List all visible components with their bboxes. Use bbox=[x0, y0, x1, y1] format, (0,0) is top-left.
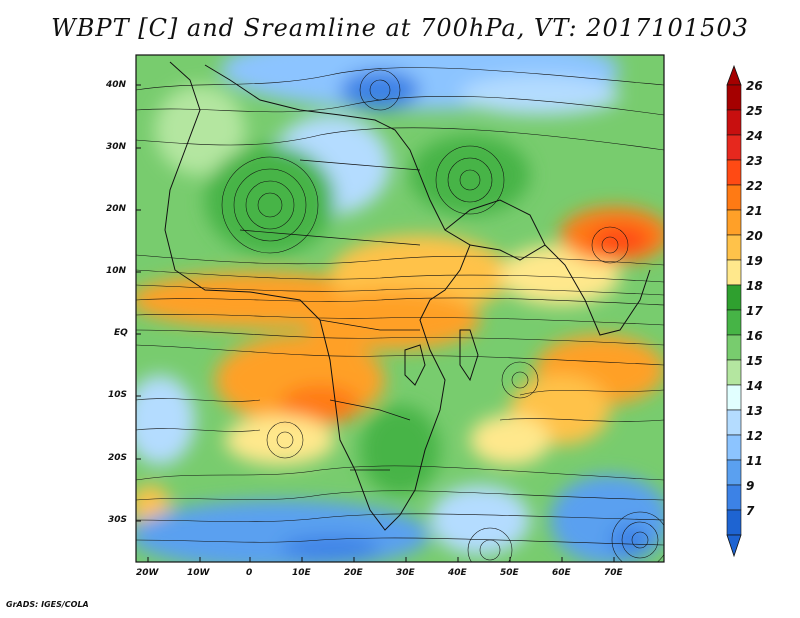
colorbar-label: 18 bbox=[746, 279, 763, 293]
lon-label: 60E bbox=[552, 568, 571, 578]
axis-ticks bbox=[136, 84, 615, 562]
colorbar-box bbox=[726, 209, 742, 236]
colorbar-box bbox=[726, 184, 742, 211]
colorbar-box bbox=[726, 434, 742, 461]
colorbar-label: 11 bbox=[746, 454, 763, 468]
colorbar-top-arrow bbox=[726, 64, 742, 86]
lon-label: 20W bbox=[136, 568, 159, 578]
colorbar-label: 26 bbox=[746, 79, 763, 93]
colorbar-label: 20 bbox=[746, 229, 763, 243]
lon-label: 70E bbox=[604, 568, 623, 578]
colorbar-label: 14 bbox=[746, 379, 763, 393]
colorbar-label: 19 bbox=[746, 254, 763, 268]
colorbar-label: 16 bbox=[746, 329, 763, 343]
lat-label: 40N bbox=[106, 80, 127, 90]
coastlines bbox=[164, 61, 651, 531]
colorbar-label: 12 bbox=[746, 429, 763, 443]
colorbar-label: 23 bbox=[746, 154, 763, 168]
colorbar-box bbox=[726, 334, 742, 361]
lon-label: 10E bbox=[292, 568, 311, 578]
colorbar-label: 17 bbox=[746, 304, 763, 318]
wbpt-field bbox=[136, 55, 664, 562]
colorbar-box bbox=[726, 284, 742, 311]
streamlines bbox=[136, 67, 664, 562]
lon-label: 40E bbox=[448, 568, 467, 578]
lat-label: 30S bbox=[108, 515, 128, 525]
colorbar-label: 15 bbox=[746, 354, 763, 368]
lat-label: 20S bbox=[108, 453, 128, 463]
lon-label: 50E bbox=[500, 568, 519, 578]
lat-label: 30N bbox=[106, 142, 127, 152]
colorbar-label: 7 bbox=[746, 504, 755, 518]
lon-label: 20E bbox=[344, 568, 363, 578]
colorbar-label: 25 bbox=[746, 104, 763, 118]
colorbar-label: 21 bbox=[746, 204, 763, 218]
colorbar-label: 22 bbox=[746, 179, 763, 193]
map-title: WBPT [C] and Sreamline at 700hPa, VT: 20… bbox=[51, 14, 749, 42]
colorbar-box bbox=[726, 484, 742, 511]
colorbar-box bbox=[726, 234, 742, 261]
colorbar-box bbox=[726, 459, 742, 486]
lat-label: 10N bbox=[106, 266, 127, 276]
colorbar-box bbox=[726, 134, 742, 161]
colorbar-boxes bbox=[726, 84, 742, 536]
lon-label: 10W bbox=[187, 568, 210, 578]
colorbar-bottom-arrow bbox=[726, 534, 742, 558]
lat-label: 10S bbox=[108, 390, 128, 400]
lon-label: 0 bbox=[246, 568, 253, 578]
colorbar-label: 24 bbox=[746, 129, 763, 143]
plot-frame bbox=[135, 54, 665, 563]
colorbar-box bbox=[726, 109, 742, 136]
colorbar-box bbox=[726, 384, 742, 411]
colorbar-box bbox=[726, 84, 742, 111]
colorbar-box bbox=[726, 359, 742, 386]
lon-label: 30E bbox=[396, 568, 415, 578]
colorbar-box bbox=[726, 259, 742, 286]
credit-text: GrADS: IGES/COLA bbox=[6, 600, 89, 609]
colorbar-box bbox=[726, 409, 742, 436]
lat-label: 20N bbox=[106, 204, 127, 214]
colorbar-label: 13 bbox=[746, 404, 763, 418]
lat-label: EQ bbox=[114, 328, 128, 338]
colorbar bbox=[726, 64, 742, 558]
colorbar-label: 9 bbox=[746, 479, 755, 493]
colorbar-box bbox=[726, 159, 742, 186]
colorbar-box bbox=[726, 309, 742, 336]
colorbar-box bbox=[726, 509, 742, 536]
